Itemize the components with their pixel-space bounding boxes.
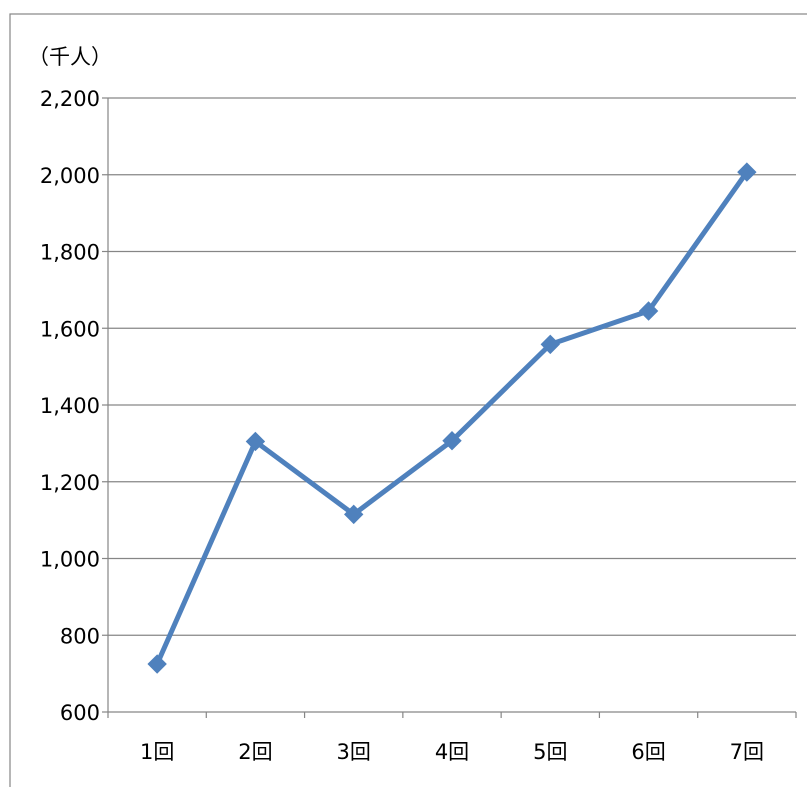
- y-tick-labels: 600 800 1,000 1,200 1,400 1,600 1,800 2,000 2,20…: [40, 87, 100, 725]
- x-tick-label: 5回: [533, 740, 567, 764]
- y-tick-label: 600: [60, 701, 100, 725]
- unit-label: （千人）: [28, 45, 112, 69]
- data-point-marker: [540, 334, 560, 355]
- chart-border: [9, 13, 807, 791]
- series-line: [154, 169, 750, 667]
- x-tick-labels: 1回 2回 3回 4回 5回 6回 7回: [140, 740, 764, 764]
- data-point-marker: [442, 430, 462, 451]
- x-tick-label: 1回: [140, 740, 174, 764]
- data-point-marker: [245, 431, 266, 452]
- y-tick-label: 1,000: [40, 548, 100, 572]
- y-tick-label: 1,400: [40, 394, 100, 418]
- data-point-marker: [147, 654, 167, 674]
- gridlines: [108, 97, 796, 636]
- y-tick-label: 2,200: [40, 87, 100, 111]
- x-tick-label: 4回: [435, 740, 469, 764]
- y-tick-label: 800: [60, 624, 100, 648]
- x-tick-label: 6回: [631, 740, 665, 764]
- data-point-marker: [344, 504, 364, 525]
- x-tick-label: 7回: [730, 740, 764, 764]
- axes: [102, 97, 797, 718]
- y-tick-label: 1,800: [40, 241, 100, 265]
- x-tick-label: 3回: [337, 740, 371, 764]
- y-tick-label: 1,600: [40, 317, 100, 341]
- x-tick-label: 2回: [238, 740, 272, 764]
- data-point-marker: [737, 162, 757, 182]
- y-tick-label: 2,000: [40, 164, 100, 188]
- data-point-marker: [638, 301, 659, 321]
- y-tick-label: 1,200: [40, 471, 100, 495]
- series-1: [147, 162, 757, 674]
